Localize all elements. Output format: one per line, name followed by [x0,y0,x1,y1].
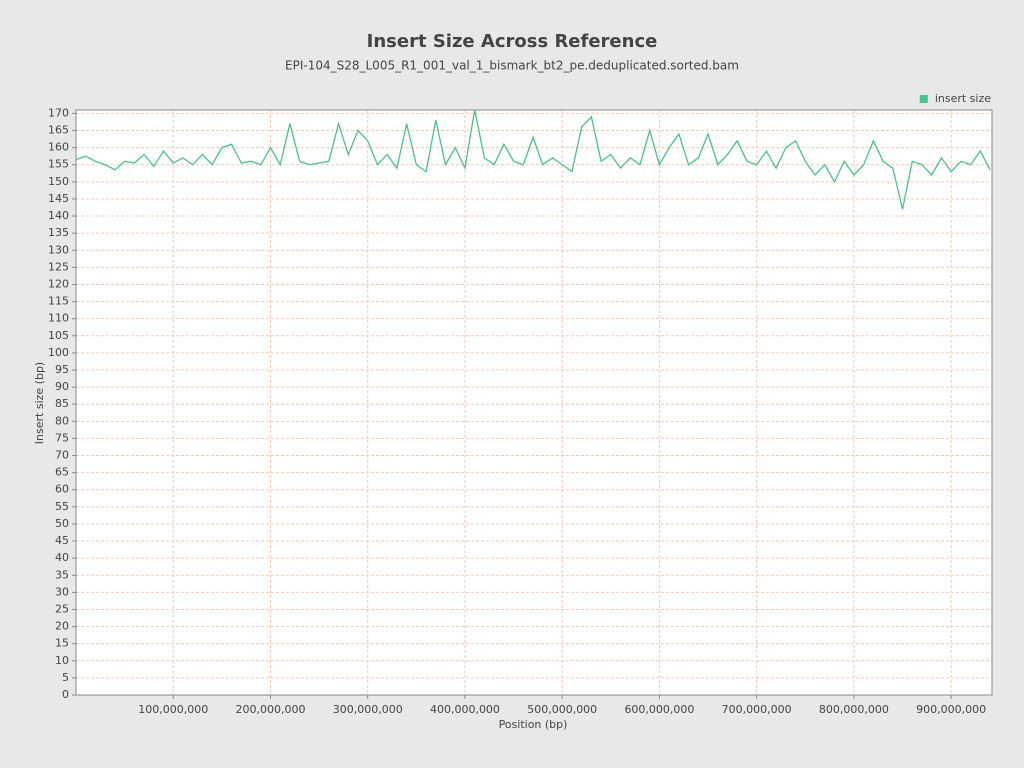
y-tick-label: 65 [55,466,69,479]
legend-label: insert size [935,92,991,105]
y-tick-label: 140 [48,209,69,222]
x-tick-label: 300,000,000 [333,703,403,716]
y-tick-label: 165 [48,124,69,137]
y-tick-label: 145 [48,192,69,205]
y-tick-label: 70 [55,449,69,462]
x-tick-label: 700,000,000 [722,703,792,716]
y-tick-label: 110 [48,312,69,325]
y-tick-label: 15 [55,637,69,650]
y-tick-label: 125 [48,260,69,273]
x-tick-label: 800,000,000 [819,703,889,716]
legend-swatch [919,95,928,103]
y-tick-label: 95 [55,363,69,376]
y-tick-label: 80 [55,414,69,427]
y-axis-label: Insert size (bp) [33,362,46,444]
y-tick-label: 85 [55,397,69,410]
y-tick-label: 40 [55,551,69,564]
y-tick-label: 105 [48,329,69,342]
plot-area [76,110,992,695]
y-tick-label: 0 [62,688,69,701]
y-tick-label: 60 [55,483,69,496]
y-tick-label: 30 [55,585,69,598]
y-tick-label: 50 [55,517,69,530]
plot-border [75,109,993,696]
y-tick-label: 100 [48,346,69,359]
x-tick-label: 600,000,000 [624,703,694,716]
x-tick-label: 400,000,000 [430,703,500,716]
y-tick-label: 25 [55,602,69,615]
x-tick-label: 100,000,000 [138,703,208,716]
y-tick-label: 45 [55,534,69,547]
y-tick-label: 155 [48,158,69,171]
y-tick-label: 55 [55,500,69,513]
y-tick-label: 135 [48,226,69,239]
y-tick-label: 150 [48,175,69,188]
chart-title: Insert Size Across Reference [367,31,658,52]
x-tick-label: 200,000,000 [235,703,305,716]
y-tick-label: 90 [55,380,69,393]
y-tick-label: 5 [62,671,69,684]
y-tick-label: 10 [55,654,69,667]
x-axis-label: Position (bp) [499,718,568,731]
data-line [76,110,991,210]
y-tick-label: 35 [55,568,69,581]
y-tick-label: 120 [48,277,69,290]
y-tick-label: 160 [48,141,69,154]
x-tick-label: 500,000,000 [527,703,597,716]
y-tick-label: 170 [48,106,69,119]
y-tick-label: 130 [48,243,69,256]
y-tick-label: 75 [55,431,69,444]
chart-subtitle: EPI-104_S28_L005_R1_001_val_1_bismark_bt… [285,59,739,73]
x-tick-label: 900,000,000 [916,703,986,716]
y-tick-label: 20 [55,620,69,633]
y-tick-label: 115 [48,295,69,308]
